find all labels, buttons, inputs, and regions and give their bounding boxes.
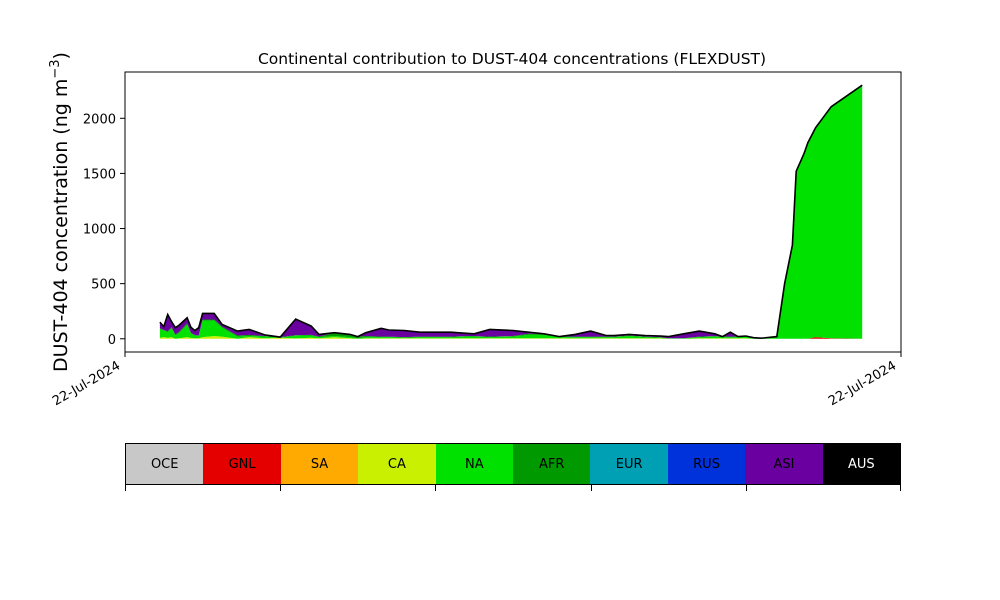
legend-cell-gnl: GNL [203, 444, 281, 484]
legend-cell-eur: EUR [590, 444, 668, 484]
y-axis: 0 500 1000 1500 2000 [83, 112, 125, 348]
legend-cell-sa: SA [280, 444, 359, 484]
colorbar-tick-mark [900, 485, 901, 491]
legend-cell-afr: AFR [513, 444, 591, 484]
legend-cell-rus: RUS [667, 444, 746, 484]
legend-cell-aus: AUS [822, 444, 901, 484]
area-series-afr [159, 85, 863, 339]
x-tick-label: 22-Jul-2024 [826, 358, 899, 409]
colorbar-tick-mark [125, 485, 126, 491]
area-series-asi [159, 85, 863, 339]
area-series-na [159, 85, 863, 339]
legend-cell-oce: OCE [126, 444, 204, 484]
total-outline-line [159, 84, 863, 340]
y-tick-label: 500 [91, 278, 116, 293]
plot-frame [124, 71, 902, 353]
y-axis-label-close: ) [50, 52, 72, 59]
chart-title: Continental contribution to DUST-404 con… [258, 50, 766, 68]
colorbar-tick-mark [590, 485, 592, 491]
x-axis: 22-Jul-2024 22-Jul-2024 [50, 352, 902, 409]
legend-cell-ca: CA [358, 444, 436, 484]
y-axis-label: DUST-404 concentration (ng m−3) [48, 52, 72, 372]
colorbar-tick-mark [435, 485, 437, 491]
y-tick-label: 1500 [83, 167, 116, 182]
colorbar-tick-mark [745, 485, 747, 491]
legend-cell-na: NA [435, 444, 514, 484]
y-axis-label-main: DUST-404 concentration (ng m [50, 79, 72, 372]
y-tick-label: 0 [108, 333, 116, 348]
colorbar-ticks [125, 485, 901, 493]
y-tick-label: 1000 [83, 223, 116, 238]
y-tick-label: 2000 [83, 112, 116, 127]
stacked-areas [159, 84, 863, 340]
region-colorbar: OCE GNL SA CA NA AFR EUR RUS ASI AUS [125, 443, 901, 485]
y-axis-label-unit-power: −3 [48, 59, 63, 78]
colorbar-tick-mark [280, 485, 282, 491]
legend-cell-asi: ASI [745, 444, 823, 484]
area-series-ca [159, 336, 863, 339]
